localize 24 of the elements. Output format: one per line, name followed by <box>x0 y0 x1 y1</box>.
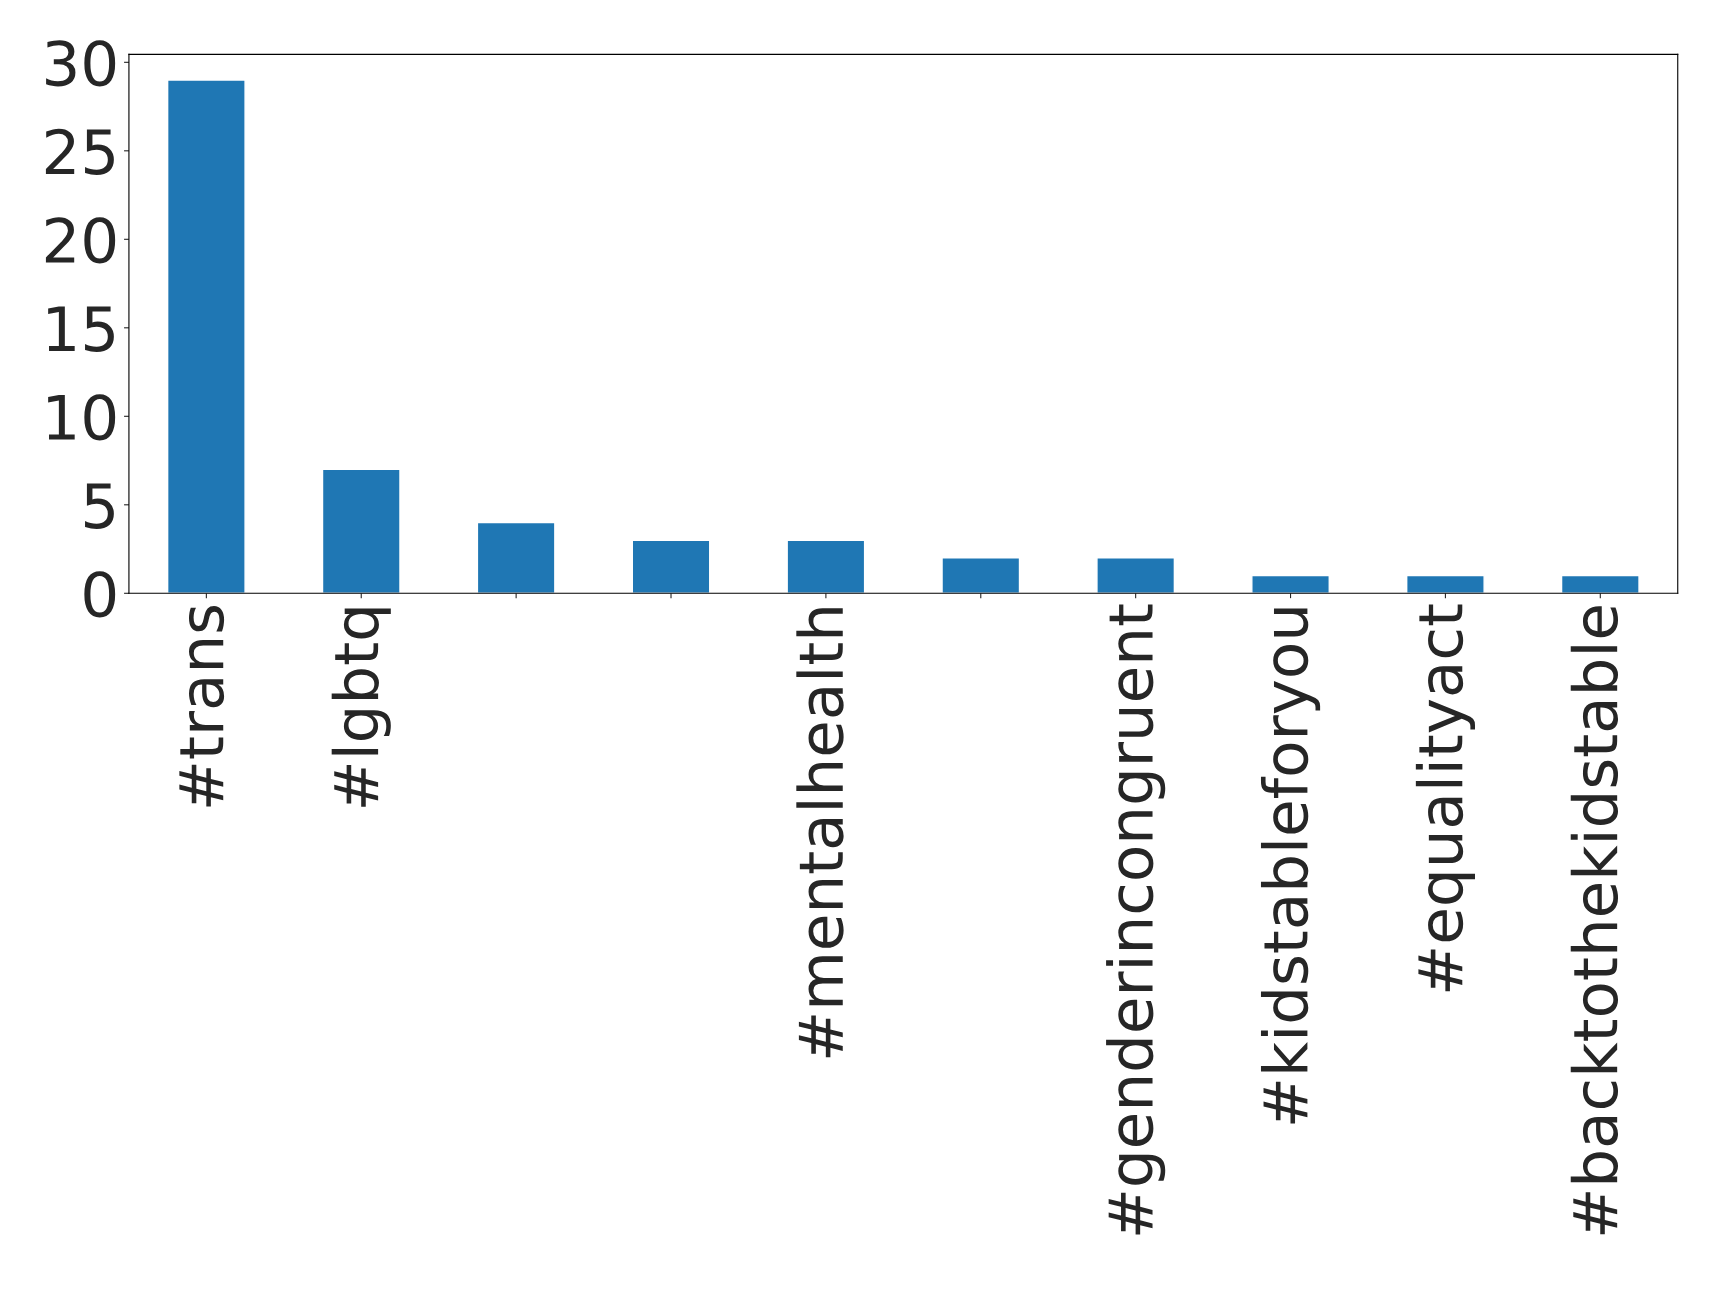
x-tick-label: #equalityact <box>1415 604 1475 992</box>
y-tick-label: 25 <box>45 128 114 175</box>
x-tick-label: #backtothekidstable <box>1570 606 1619 1235</box>
bar <box>476 521 556 594</box>
x-tick-label: #genderincongruent <box>1106 604 1166 1235</box>
bar <box>1560 574 1640 594</box>
y-tick-label: 30 <box>46 40 116 87</box>
y-tick-label: 0 <box>84 571 116 618</box>
y-tick-label: 20 <box>45 217 116 264</box>
x-tick-label: #trans <box>179 606 225 807</box>
bar <box>1096 557 1176 594</box>
x-tick-label: #kidstableforyou <box>1260 608 1321 1124</box>
bar <box>631 539 711 594</box>
x-tick-label: #lgbtq <box>331 608 391 807</box>
y-tick-label: 5 <box>85 483 114 529</box>
bar <box>1251 574 1330 594</box>
y-tick-label: 15 <box>48 306 114 352</box>
bar <box>941 557 1021 594</box>
x-tick-label: #mentalhealth <box>796 608 844 1058</box>
bar <box>166 79 246 594</box>
y-tick-label: 10 <box>48 394 116 441</box>
bar <box>321 468 401 594</box>
bar <box>786 539 866 594</box>
bar <box>1406 574 1485 594</box>
